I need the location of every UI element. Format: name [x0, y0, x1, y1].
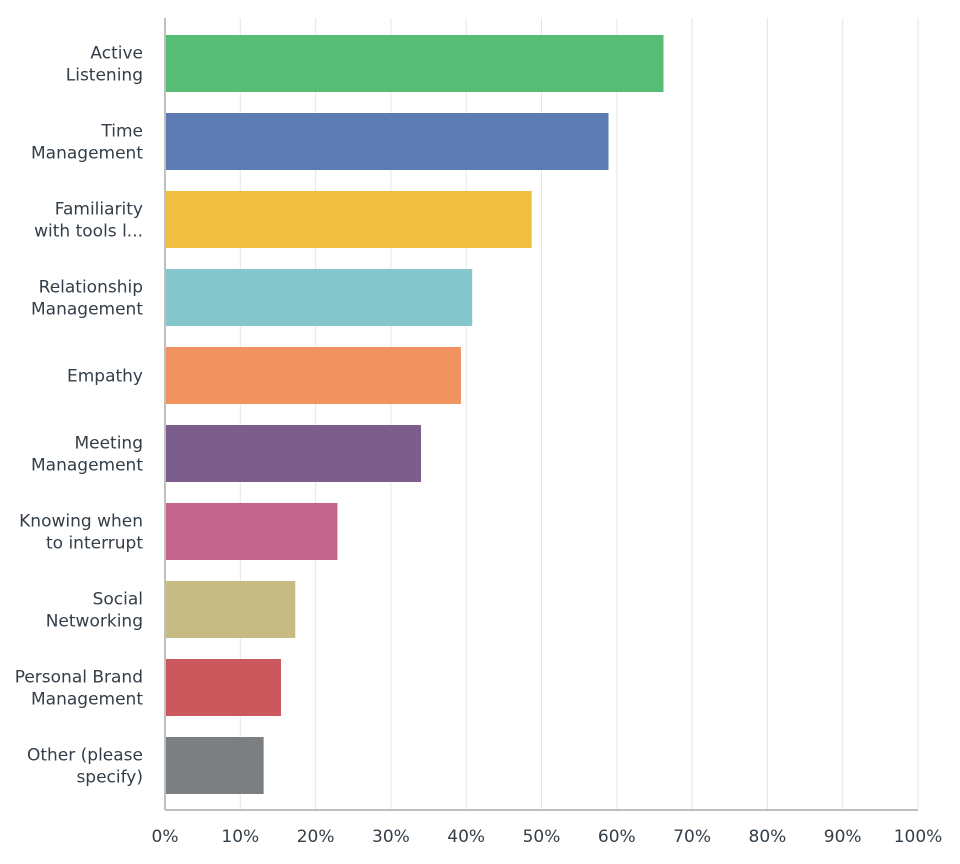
bar [166, 347, 461, 404]
bar [166, 269, 473, 326]
x-tick-label: 60% [598, 827, 636, 847]
bar [166, 191, 532, 248]
bars [166, 35, 664, 794]
category-label: Other (please specify) [27, 746, 143, 788]
category-label: Familiarity with tools l... [34, 200, 143, 242]
x-tick-label: 40% [447, 827, 485, 847]
bar [166, 659, 281, 716]
bar [166, 113, 609, 170]
x-tick-label: 50% [523, 827, 561, 847]
bar [166, 35, 664, 92]
x-tick-label: 100% [894, 827, 943, 847]
x-tick-label: 0% [152, 827, 179, 847]
category-label: Relationship Management [31, 278, 143, 320]
bar [166, 503, 338, 560]
category-label: Social Networking [46, 590, 143, 632]
x-tick-label: 20% [297, 827, 335, 847]
category-labels: Active Listening Time Management Familiarity… [15, 44, 144, 788]
category-label: Personal Brand Management [15, 668, 144, 710]
x-tick-labels: 0% 10% 20% 30% 40% 50% 60% 70% 80% 90% 100% [152, 827, 943, 847]
x-tick-label: 10% [221, 827, 259, 847]
category-label: Meeting Management [31, 434, 143, 476]
category-label: Active Listening [66, 44, 143, 86]
x-tick-label: 70% [673, 827, 711, 847]
bar [166, 581, 296, 638]
category-label: Time Management [31, 122, 143, 164]
bar [166, 737, 264, 794]
x-tick-label: 90% [824, 827, 862, 847]
category-label: Empathy [67, 367, 143, 387]
category-label: Knowing when to interrupt [19, 512, 143, 554]
bar [166, 425, 422, 482]
x-tick-label: 30% [372, 827, 410, 847]
x-tick-label: 80% [749, 827, 787, 847]
